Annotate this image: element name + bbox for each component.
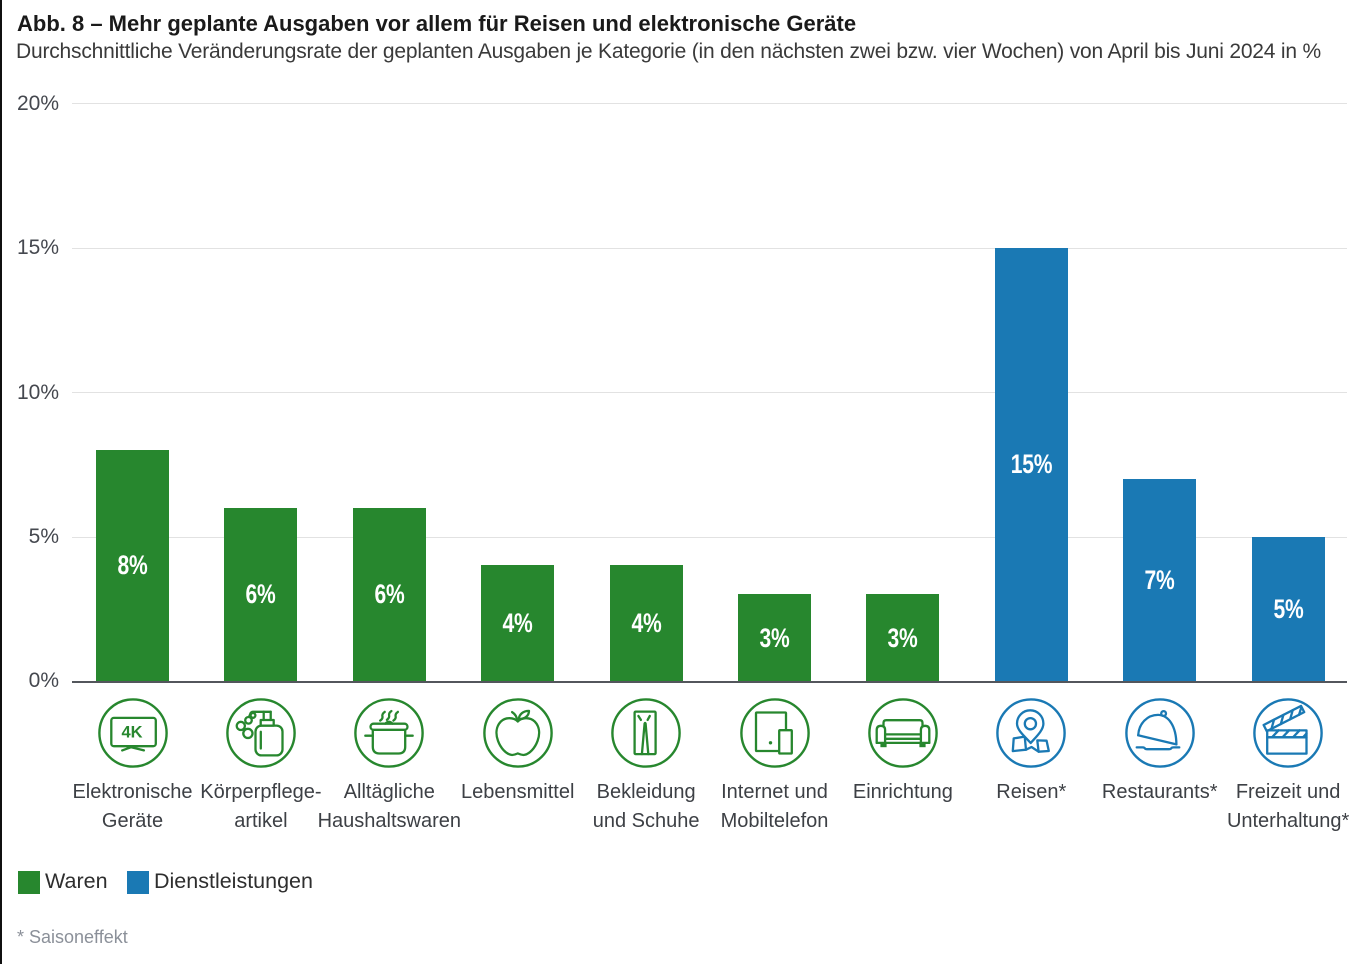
- svg-text:4K: 4K: [121, 723, 142, 741]
